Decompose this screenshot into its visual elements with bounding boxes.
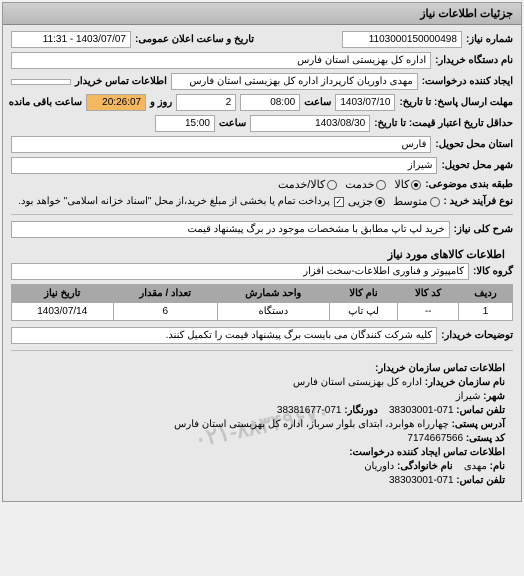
requester-field: مهدی داوریان کارپرداز اداره کل بهزیستی ا… — [171, 73, 418, 90]
contact-fax-label: دورنگار: — [344, 405, 378, 416]
public-announce-field: 1403/07/07 - 11:31 — [11, 31, 131, 48]
req-phone-value: 071-38303001 — [389, 475, 454, 486]
goods-group-label: گروه کالا: — [473, 266, 513, 277]
budget-type-label: طبقه بندی موضوعی: — [425, 179, 513, 190]
req-family-value: داوریان — [364, 461, 394, 472]
requester-section-label: اطلاعات تماس ایجاد کننده درخواست: — [349, 447, 505, 458]
req-name-value: مهدی — [464, 461, 487, 472]
deadline-time-field: 08:00 — [240, 94, 300, 111]
radio-dot-icon — [327, 180, 337, 190]
contact-address-value: چهارراه هوابرد، ابتدای بلوار سرباز، ادار… — [174, 419, 449, 430]
purchase-note: پرداخت تمام یا بخشی از مبلغ خرید،از محل … — [18, 196, 330, 207]
org-name-label: نام سازمان خریدار: — [425, 377, 505, 388]
org-name-value: اداره کل بهزیستی استان فارس — [293, 377, 422, 388]
validity-time-field: 15:00 — [155, 115, 215, 132]
buyer-org-field: اداره کل بهزیستی استان فارس — [11, 52, 431, 69]
buyer-notes-field: کلیه شرکت کنندگان می بایست برگ پیشنهاد ق… — [11, 327, 437, 344]
buyer-contact-field — [11, 79, 71, 85]
td-row: 1 — [459, 303, 513, 321]
budget-type-group: کالا خدمت کالا/خدمت — [278, 178, 421, 191]
radio-dot-icon — [375, 197, 385, 207]
contact-fax-value: 071-38381677 — [277, 405, 342, 416]
details-panel: جزئیات اطلاعات نیاز شماره نیاز: 11030001… — [2, 2, 522, 502]
req-phone-label: تلفن تماس: — [456, 475, 505, 486]
radio-dot-icon — [411, 180, 421, 190]
radio-medium-label: متوسط — [393, 195, 428, 208]
purchase-type-group: متوسط جزیی — [348, 195, 440, 208]
radio-medium[interactable]: متوسط — [393, 195, 440, 208]
form-body: شماره نیاز: 1103000150000498 تاریخ و ساع… — [3, 25, 521, 501]
city-field: شیراز — [11, 157, 437, 174]
contact-city-label: شهر: — [483, 391, 505, 402]
radio-goods-service[interactable]: کالا/خدمت — [278, 178, 337, 191]
contact-address-label: آدرس پستی: — [452, 419, 505, 430]
purchase-type-label: نوع فرآیند خرید : — [444, 196, 513, 207]
province-label: استان محل تحویل: — [435, 139, 513, 150]
td-name: لپ تاپ — [329, 303, 398, 321]
td-date: 1403/07/14 — [12, 303, 114, 321]
contact-city-value: شیراز — [456, 391, 481, 402]
subject-field: خرید لپ تاپ مطابق با مشخصات موجود در برگ… — [11, 221, 450, 238]
contact-section-title: اطلاعات تماس سازمان خریدار: — [375, 363, 505, 374]
radio-goods[interactable]: کالا — [394, 178, 421, 191]
th-date: تاریخ نیاز — [12, 285, 114, 303]
th-code: کد کالا — [398, 285, 459, 303]
buyer-notes-label: توضیحات خریدار: — [441, 330, 513, 341]
contact-phone-value: 071-38303001 — [389, 405, 454, 416]
remain-time-field: 20:26:07 — [86, 94, 146, 111]
radio-dot-icon — [376, 180, 386, 190]
th-row: ردیف — [459, 285, 513, 303]
remain-time-label: ساعت باقی مانده — [9, 97, 82, 108]
deadline-label: مهلت ارسال پاسخ: تا تاریخ: — [399, 97, 513, 108]
city-label: شهر محل تحویل: — [441, 160, 513, 171]
request-number-field: 1103000150000498 — [342, 31, 462, 48]
province-field: فارس — [11, 136, 431, 153]
th-qty: تعداد / مقدار — [113, 285, 217, 303]
radio-goods-label: کالا — [394, 178, 409, 191]
goods-section-title: اطلاعات کالاهای مورد نیاز — [11, 242, 513, 263]
deadline-time-label: ساعت — [304, 97, 331, 108]
deadline-date-field: 1403/07/10 — [335, 94, 395, 111]
radio-dot-icon — [430, 197, 440, 207]
radio-partial[interactable]: جزیی — [348, 195, 385, 208]
buyer-contact-label[interactable]: اطلاعات تماس خریدار — [75, 76, 167, 87]
goods-table: ردیف کد کالا نام کالا واحد شمارش تعداد /… — [11, 284, 513, 321]
req-family-label: نام خانوادگی: — [397, 461, 453, 472]
radio-partial-label: جزیی — [348, 195, 373, 208]
th-name: نام کالا — [329, 285, 398, 303]
td-unit: دستگاه — [217, 303, 329, 321]
th-unit: واحد شمارش — [217, 285, 329, 303]
treasury-checkbox[interactable] — [334, 197, 344, 207]
req-name-label: نام: — [490, 461, 505, 472]
validity-time-label: ساعت — [219, 118, 246, 129]
buyer-org-label: نام دستگاه خریدار: — [435, 55, 513, 66]
subject-label: شرح کلی نیاز: — [454, 224, 513, 235]
validity-date-field: 1403/08/30 — [250, 115, 370, 132]
contact-postal-value: 7174667566 — [407, 433, 463, 444]
contact-phone-label: تلفن تماس: — [456, 405, 505, 416]
radio-service[interactable]: خدمت — [345, 178, 386, 191]
public-announce-label: تاریخ و ساعت اعلان عمومی: — [135, 34, 254, 45]
days-label: روز و — [150, 97, 172, 108]
goods-group-field: کامپیوتر و فناوری اطلاعات-سخت افزار — [11, 263, 469, 280]
contact-section: ۰۲۱-۸۸۳۴۹۶۷۰ اطلاعات تماس سازمان خریدار:… — [11, 357, 513, 495]
panel-title: جزئیات اطلاعات نیاز — [3, 3, 521, 25]
table-header-row: ردیف کد کالا نام کالا واحد شمارش تعداد /… — [12, 285, 513, 303]
td-code: -- — [398, 303, 459, 321]
td-qty: 6 — [113, 303, 217, 321]
days-field: 2 — [176, 94, 236, 111]
validity-label: حداقل تاریخ اعتبار قیمت: تا تاریخ: — [374, 118, 513, 129]
requester-label: ایجاد کننده درخواست: — [422, 76, 513, 87]
radio-goods-service-label: کالا/خدمت — [278, 178, 325, 191]
radio-service-label: خدمت — [345, 178, 374, 191]
request-number-label: شماره نیاز: — [466, 34, 513, 45]
contact-postal-label: کد پستی: — [466, 433, 505, 444]
table-row[interactable]: 1 -- لپ تاپ دستگاه 6 1403/07/14 — [12, 303, 513, 321]
